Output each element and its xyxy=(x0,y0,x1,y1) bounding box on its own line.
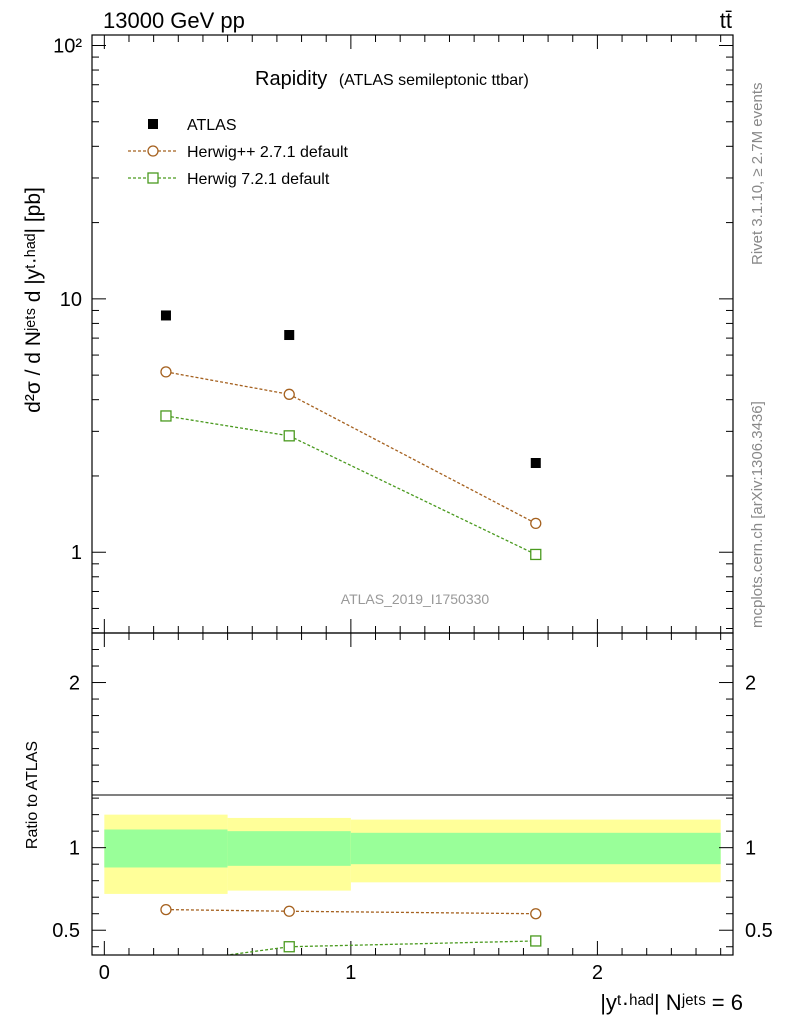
ratio-y-tick-label-left: 2 xyxy=(69,673,80,695)
x-axis-label: |yᵗ·ʰᵃᵈ| Nʲᵉᵗˢ = 6 xyxy=(600,990,743,1015)
analysis-id: ATLAS_2019_I1750330 xyxy=(341,591,490,607)
legend-label-herwig-7-2-1-default: Herwig 7.2.1 default xyxy=(187,171,330,188)
ratio-y-tick-label-left: 1 xyxy=(69,838,80,860)
main-y-tick-label: 10² xyxy=(53,35,82,57)
main-axis-ticks: 1 10 10² xyxy=(53,35,733,633)
ratio-y-tick-label-right: 2 xyxy=(745,673,756,695)
ratio-bands xyxy=(104,814,721,894)
data-point-herwig-2-7-1-default xyxy=(160,366,172,378)
ratio-y-tick-label-left: 0.5 xyxy=(52,920,80,942)
ratio-band-inner xyxy=(104,829,228,868)
process-label: tt̄ xyxy=(720,8,732,33)
main-y-tick-label: 1 xyxy=(71,542,82,564)
ratio-point-herwig-7-2-1-default xyxy=(283,941,295,953)
ratio-plot-frame xyxy=(91,632,734,956)
x-tick-label: 2 xyxy=(592,962,603,984)
ratio-y-axis-label: Ratio to ATLAS xyxy=(24,741,41,849)
mcplots-label: mcplots.cern.ch [arXiv:1306.3436] xyxy=(749,401,766,628)
ratio-line-herwig-2-7-1-default xyxy=(165,908,536,915)
main-y-tick-label: 10 xyxy=(60,289,82,311)
ratio-panel: 0.5 0.5 1 1 2 2 0 1 2 xyxy=(52,632,773,984)
legend-marker-herwig-7-2-1-default xyxy=(147,172,159,184)
ratio-band-inner xyxy=(350,832,721,865)
plot-title-sub: (ATLAS semileptonic ttbar) xyxy=(339,72,529,89)
ratio-point-herwig-2-7-1-default xyxy=(530,908,542,920)
data-point-herwig-2-7-1-default xyxy=(530,517,542,530)
collision-label: 13000 GeV pp xyxy=(103,8,245,33)
ratio-y-tick-label-right: 0.5 xyxy=(745,920,773,942)
plot-title: Rapidity (ATLAS semileptonic ttbar) xyxy=(255,68,529,90)
legend: ATLAS Herwig++ 2.7.1 default Herwig 7.2.1 … xyxy=(128,117,349,188)
data-point-herwig-7-2-1-default xyxy=(530,548,542,561)
ratio-point-herwig-2-7-1-default xyxy=(160,903,172,916)
ratio-point-herwig-7-2-1-default xyxy=(161,958,171,968)
legend-marker-herwig-2-7-1-default xyxy=(147,145,159,157)
main-series xyxy=(160,310,542,561)
ratio-point-herwig-2-7-1-default xyxy=(283,905,295,917)
ratio-band-inner xyxy=(227,831,351,866)
legend-label-herwig-2-7-1-default: Herwig++ 2.7.1 default xyxy=(187,144,349,161)
data-point-atlas xyxy=(284,330,295,341)
data-point-herwig-7-2-1-default xyxy=(160,410,172,422)
ratio-series xyxy=(160,903,542,968)
x-tick-label: 0 xyxy=(99,962,110,984)
series-line-herwig-7-2-1-default xyxy=(165,415,537,556)
series-line-herwig-2-7-1-default xyxy=(165,371,537,524)
plot-title-main: Rapidity xyxy=(255,68,327,90)
data-point-atlas xyxy=(160,310,171,321)
data-point-herwig-2-7-1-default xyxy=(283,388,295,400)
data-point-atlas xyxy=(530,458,541,469)
ratio-point-herwig-7-2-1-default xyxy=(530,935,542,947)
ratio-y-tick-label-right: 1 xyxy=(745,838,756,860)
legend-label-atlas: ATLAS xyxy=(187,117,237,134)
legend-marker-atlas xyxy=(148,119,158,129)
data-point-herwig-7-2-1-default xyxy=(283,430,295,442)
ratio-axis-ticks: 0.5 0.5 1 1 2 2 0 1 2 xyxy=(52,632,773,984)
main-y-axis-label: d²σ / d Nʲᵉᵗˢ d |yᵗ·ʰᵃᵈ| [pb] xyxy=(22,187,45,413)
x-tick-label: 1 xyxy=(345,962,356,984)
rivet-label: Rivet 3.1.10, ≥ 2.7M events xyxy=(749,83,766,266)
